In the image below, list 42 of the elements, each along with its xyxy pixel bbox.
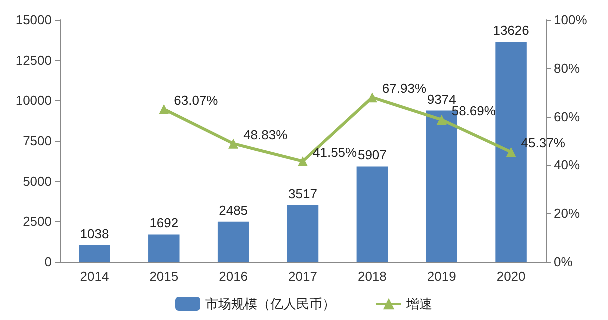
bar — [218, 222, 250, 262]
y-tick-label: 15000 — [16, 12, 52, 28]
point — [159, 104, 170, 114]
x-tick-label: 2014 — [80, 269, 110, 284]
point — [228, 138, 239, 149]
data-label: 2485 — [219, 202, 248, 218]
y-tick-label: 10000 — [16, 93, 52, 108]
x-tick-label: 2016 — [219, 269, 248, 284]
data-label: 48.83% — [244, 127, 288, 142]
x-tick-label: 2015 — [150, 269, 179, 284]
x-tick-label: 2019 — [427, 269, 456, 284]
y-tick-label: 5000 — [23, 174, 52, 189]
point — [298, 156, 308, 166]
legend-label: 增速 — [406, 296, 432, 312]
y2-tick-label: 0% — [554, 254, 574, 270]
x-tick-label: 2020 — [496, 269, 526, 284]
y-tick-label: 2500 — [23, 214, 52, 230]
y-tick-label: 12500 — [16, 52, 52, 68]
y-tick-label: 0 — [44, 254, 52, 270]
y2-tick-label: 100% — [554, 12, 588, 28]
data-label: 3517 — [288, 186, 318, 202]
bar — [356, 166, 388, 262]
data-label: 13626 — [493, 23, 530, 38]
legend-label: 市场规模（亿人民币） — [206, 296, 336, 312]
y2-tick-label: 80% — [554, 60, 580, 76]
bar — [79, 245, 110, 262]
data-label: 1692 — [150, 216, 179, 231]
data-label: 41.55% — [313, 144, 358, 160]
data-label: 63.07% — [174, 92, 219, 108]
point — [436, 114, 447, 125]
y-tick-label: 7500 — [23, 134, 52, 148]
y2-tick-label: 60% — [554, 109, 580, 124]
data-label: 1038 — [80, 226, 110, 242]
x-tick-label: 2017 — [288, 269, 318, 284]
bar — [287, 205, 319, 262]
point — [506, 147, 516, 158]
bar — [148, 234, 180, 262]
y2-tick-label: 20% — [554, 206, 580, 222]
data-label: 67.93% — [382, 81, 427, 96]
data-label: 5907 — [358, 148, 387, 163]
x-tick-label: 2018 — [358, 269, 387, 284]
y2-tick-label: 40% — [554, 158, 580, 173]
